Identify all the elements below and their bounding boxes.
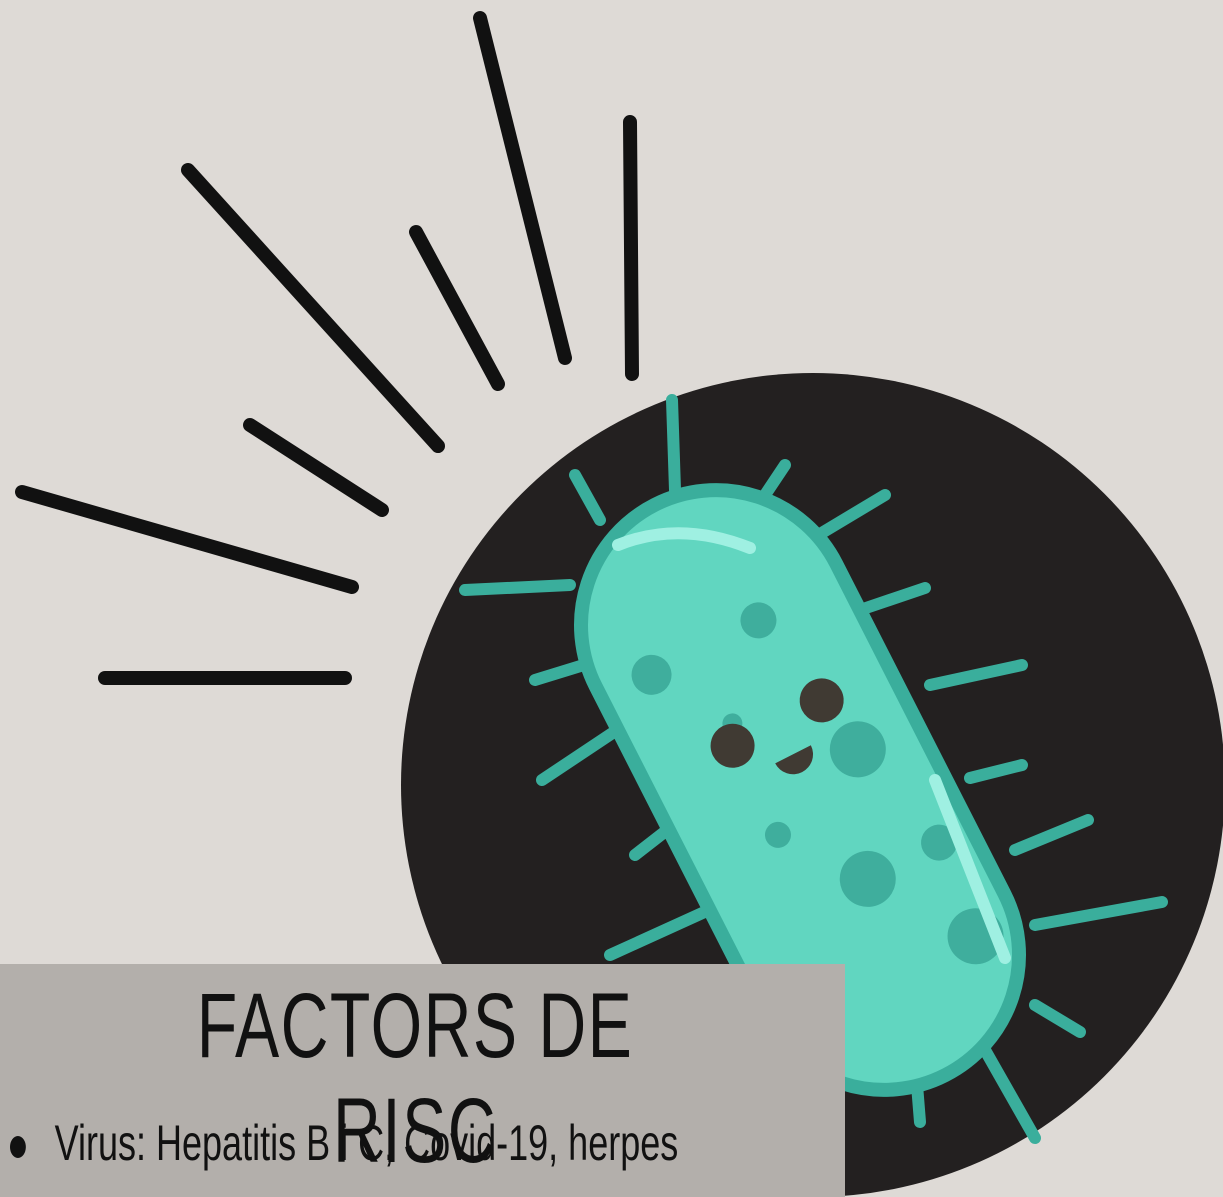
- bullet-text: Virus: Hepatitis B i C, Covid-19, herpes: [55, 1115, 679, 1171]
- bullet-item: Virus: Hepatitis B i C, Covid-19, herpes: [10, 1114, 678, 1172]
- slide: FACTORS DE RISC Virus: Hepatitis B i C, …: [0, 0, 1223, 1197]
- bullet-dot: [10, 1136, 26, 1158]
- text-panel: FACTORS DE RISC Virus: Hepatitis B i C, …: [0, 964, 845, 1197]
